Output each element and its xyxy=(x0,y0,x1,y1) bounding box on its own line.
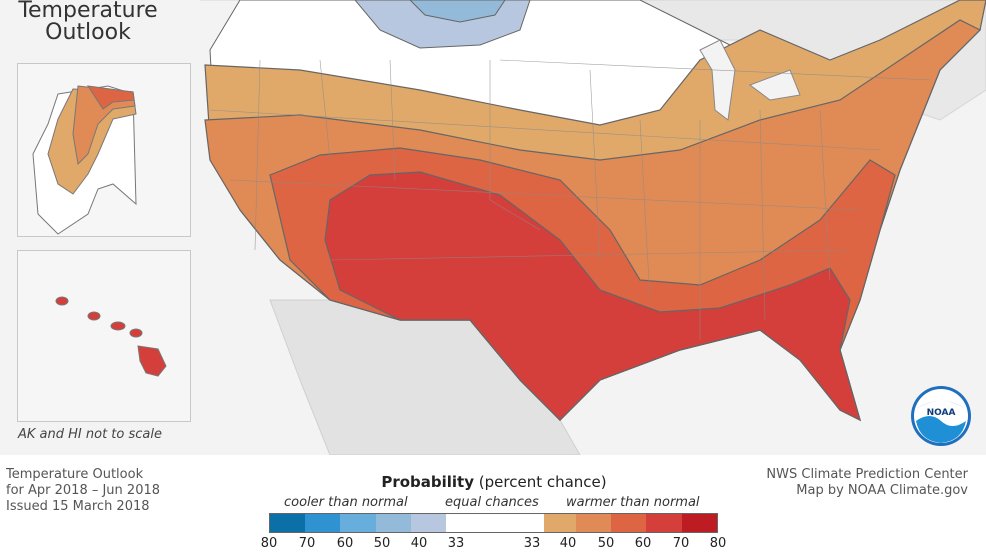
legend-tick-label: 80 xyxy=(709,536,727,551)
legend-tick-label: 70 xyxy=(298,536,316,551)
legend-tick-label: 33 xyxy=(523,536,541,551)
legend-swatch xyxy=(576,514,612,532)
legend-swatch xyxy=(340,514,376,532)
issue-date: Issued 15 March 2018 xyxy=(6,499,150,514)
legend-swatch xyxy=(305,514,341,532)
outlook-type: Temperature Outlook xyxy=(6,467,144,482)
legend-equal-label: equal chances xyxy=(445,495,539,510)
legend-swatch xyxy=(478,514,544,532)
legend-tick-label: 50 xyxy=(597,536,615,551)
hawaii-inset xyxy=(17,250,191,422)
map-area: Temperature Outlook AK and HI not to sca… xyxy=(0,0,986,455)
legend-cooler-label: cooler than normal xyxy=(284,495,408,510)
legend-swatch xyxy=(611,514,647,532)
legend-swatch xyxy=(446,514,479,532)
footer-right: NWS Climate Prediction Center Map by NOA… xyxy=(766,467,968,499)
outlook-period: for Apr 2018 – Jun 2018 xyxy=(6,483,161,498)
state-lines xyxy=(209,59,931,340)
cool-40-region xyxy=(409,0,506,23)
legend-tick-label: 40 xyxy=(410,536,428,551)
legend-title-rest: (percent chance) xyxy=(474,473,607,491)
scale-note: AK and HI not to scale xyxy=(18,427,162,442)
legend-swatch xyxy=(681,514,717,532)
noaa-logo-text: NOAA xyxy=(927,408,956,418)
warm-70-region xyxy=(324,171,861,422)
legend-color-bar xyxy=(269,513,718,533)
outlook-map xyxy=(200,0,986,455)
legend-title: Probability (percent chance) xyxy=(270,473,718,491)
credit-map: Map by NOAA Climate.gov xyxy=(796,483,968,498)
legend-tick-label: 60 xyxy=(336,536,354,551)
legend-tick-label: 50 xyxy=(373,536,391,551)
legend-tick-label: 60 xyxy=(634,536,652,551)
legend-swatch xyxy=(270,514,306,532)
legend-warmer-label: warmer than normal xyxy=(566,495,700,510)
legend-swatch xyxy=(646,514,682,532)
legend-tick-label: 40 xyxy=(559,536,577,551)
legend-tick-label: 33 xyxy=(447,536,465,551)
legend-tick-label: 70 xyxy=(672,536,690,551)
hawaii-map xyxy=(55,296,167,377)
legend-tick-label: 80 xyxy=(260,536,278,551)
alaska-map xyxy=(32,85,137,235)
legend-swatch xyxy=(410,514,447,532)
noaa-logo-icon: NOAA xyxy=(911,386,971,446)
map-title-line2: Outlook xyxy=(45,20,131,45)
legend-swatch xyxy=(543,514,576,532)
alaska-inset xyxy=(17,63,191,237)
footer-left: Temperature Outlook for Apr 2018 – Jun 2… xyxy=(6,467,160,515)
credit-source: NWS Climate Prediction Center xyxy=(766,467,968,482)
legend-title-bold: Probability xyxy=(381,473,475,491)
legend-swatch xyxy=(375,514,411,532)
map-title-line1: Temperature xyxy=(18,0,158,23)
